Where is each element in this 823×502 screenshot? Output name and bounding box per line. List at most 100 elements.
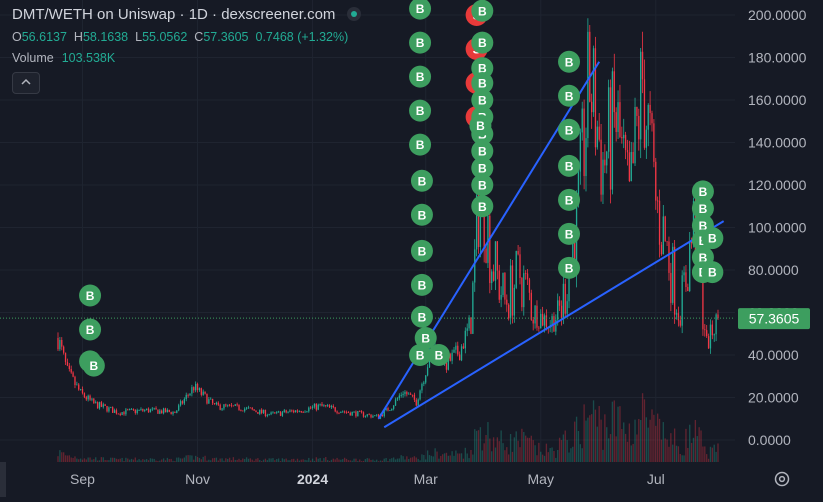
volume-bar: [494, 447, 497, 462]
candle-body: [323, 405, 325, 406]
volume-bar: [457, 453, 459, 462]
buy-marker-label: B: [708, 266, 717, 280]
volume-bar: [670, 433, 672, 462]
volume-bar: [210, 460, 212, 462]
volume-bar: [206, 460, 208, 462]
candle-body: [211, 398, 214, 404]
volume-bar: [500, 430, 502, 462]
candle-body: [511, 265, 514, 316]
volume-bar: [251, 459, 253, 462]
y-tick-label: 160.0000: [748, 92, 807, 108]
volume-bar: [347, 460, 350, 462]
volume-bar: [281, 458, 284, 462]
volume-bar: [630, 445, 632, 462]
volume-bar: [187, 455, 189, 462]
candle-body: [389, 410, 391, 412]
volume-bar: [285, 458, 287, 462]
volume-bar: [153, 458, 155, 462]
volume-bar: [607, 438, 610, 462]
volume-bar: [189, 455, 191, 462]
candle-body: [343, 411, 346, 413]
collapse-legend-button[interactable]: [12, 72, 40, 94]
candle-body: [677, 313, 680, 321]
volume-bar: [400, 455, 402, 462]
volume-bar: [560, 440, 563, 462]
candle-body: [87, 395, 89, 400]
candle-body: [396, 398, 399, 400]
volume-bar: [575, 416, 578, 462]
volume-bar: [636, 434, 638, 462]
volume-bar: [334, 459, 336, 462]
buy-marker: [471, 89, 494, 111]
candle-body: [283, 410, 285, 413]
x-tick-label: Nov: [185, 471, 210, 487]
volume-bar: [260, 461, 263, 462]
volume-bar: [428, 455, 431, 462]
candle-body: [630, 151, 632, 182]
candle-body: [526, 273, 529, 280]
candle-body: [606, 151, 608, 166]
volume-bar: [74, 456, 76, 462]
candle-body: [475, 195, 478, 250]
candle-body: [132, 408, 135, 410]
close-value: 57.3605: [203, 30, 249, 44]
volume-bar: [617, 406, 619, 462]
candle-body: [232, 405, 235, 407]
volume-bar: [508, 454, 510, 462]
volume-bar: [147, 460, 150, 462]
candle-body: [321, 403, 323, 406]
candle-body: [61, 339, 63, 347]
volume-bar: [672, 444, 674, 462]
candle-body: [585, 138, 587, 177]
volume-bar: [717, 443, 719, 462]
candle-body: [626, 150, 629, 153]
candle-body: [149, 409, 152, 413]
volume-bar: [694, 420, 697, 462]
volume-bar: [164, 460, 167, 462]
candle-body: [400, 395, 402, 396]
buy-marker: [471, 0, 494, 22]
candle-body: [266, 415, 268, 416]
volume-bar: [315, 457, 318, 462]
volume-bar: [376, 459, 378, 462]
candle-body: [270, 412, 272, 415]
buy-marker-label: B: [565, 89, 574, 103]
candle-body: [74, 376, 76, 386]
volume-bar: [221, 458, 223, 462]
candle-body: [392, 405, 395, 409]
volume-bar: [396, 458, 399, 462]
candle-body: [153, 407, 155, 409]
volume-bar: [215, 457, 218, 462]
gear-icon[interactable]: [773, 470, 791, 488]
candle-body: [394, 399, 397, 406]
candle-body: [110, 407, 112, 409]
buy-marker-label: B: [435, 349, 444, 363]
candle-body: [455, 345, 457, 350]
volume-bar: [291, 459, 293, 462]
candle-body: [385, 408, 387, 411]
volume-bar: [523, 431, 525, 462]
buy-marker-label: B: [565, 159, 574, 173]
candle-body: [119, 413, 121, 415]
volume-bar: [453, 455, 455, 462]
candle-body: [557, 300, 559, 320]
volume-bar: [632, 443, 634, 462]
volume-bar: [455, 450, 457, 462]
volume-bar: [142, 459, 144, 462]
candle-body: [492, 271, 495, 281]
candle-body: [217, 402, 219, 405]
candle-body: [176, 410, 178, 413]
volume-bar: [649, 419, 651, 462]
volume-bar: [675, 445, 678, 462]
buy-marker-label: B: [418, 310, 427, 324]
buy-marker: [410, 169, 433, 192]
volume-bar: [372, 459, 374, 462]
volume-bar: [526, 437, 529, 462]
candle-body: [244, 408, 246, 412]
candle-body: [596, 126, 598, 148]
buy-marker-label: B: [478, 162, 487, 176]
candle-body: [562, 283, 565, 319]
volume-bar: [466, 453, 468, 462]
